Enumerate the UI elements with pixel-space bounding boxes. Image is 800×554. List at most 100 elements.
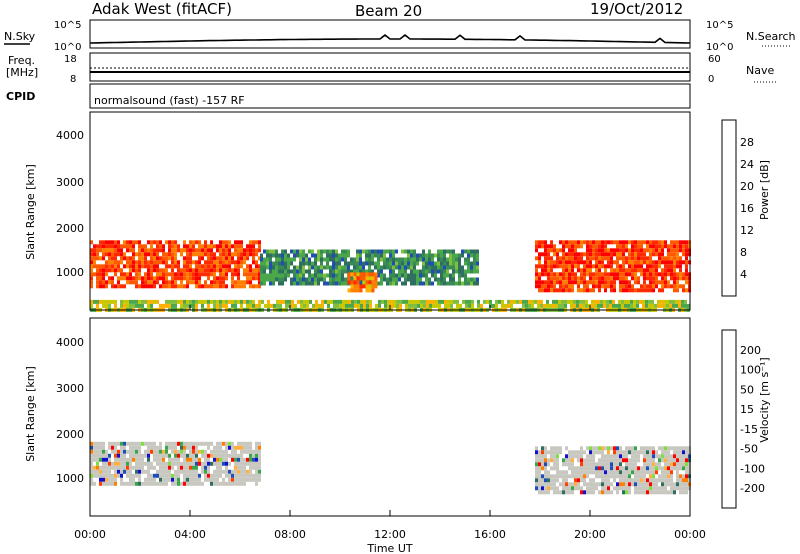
heatmap-cell bbox=[679, 462, 682, 467]
heatmap-cell bbox=[473, 261, 476, 266]
heatmap-cell bbox=[126, 264, 129, 269]
heatmap-cell bbox=[655, 264, 658, 269]
heatmap-cell bbox=[296, 281, 299, 286]
heatmap-cell bbox=[102, 449, 105, 454]
heatmap-cell bbox=[231, 303, 234, 308]
heatmap-cell bbox=[150, 473, 153, 478]
heatmap-cell bbox=[661, 454, 664, 459]
heatmap-cell bbox=[589, 276, 592, 281]
heatmap-cell bbox=[649, 252, 652, 257]
heatmap-cell bbox=[347, 272, 351, 277]
heatmap-cell bbox=[631, 284, 634, 289]
heatmap-cell bbox=[99, 276, 102, 281]
heatmap-cell bbox=[446, 261, 449, 266]
heatmap-cell bbox=[645, 303, 648, 308]
heatmap-cell bbox=[335, 269, 338, 274]
heatmap-cell bbox=[102, 244, 105, 249]
heatmap-cell bbox=[631, 260, 634, 265]
heatmap-cell bbox=[287, 253, 290, 258]
heatmap-cell bbox=[631, 272, 634, 277]
heatmap-cell bbox=[338, 269, 341, 274]
velocity-colorbar-label: Velocity [m s⁻¹] bbox=[758, 357, 771, 442]
heatmap-cell bbox=[111, 240, 114, 245]
heatmap-cell bbox=[625, 446, 628, 451]
heatmap-cell bbox=[213, 252, 216, 257]
heatmap-cell bbox=[231, 453, 234, 458]
heatmap-cell bbox=[658, 256, 661, 261]
heatmap-cell bbox=[359, 261, 362, 266]
heatmap-cell bbox=[676, 272, 679, 277]
heatmap-cell bbox=[269, 249, 272, 254]
heatmap-cell bbox=[658, 474, 661, 479]
heatmap-cell bbox=[607, 462, 610, 467]
heatmap-cell bbox=[204, 272, 207, 277]
heatmap-cell bbox=[550, 482, 553, 487]
heatmap-cell bbox=[345, 303, 348, 308]
heatmap-cell bbox=[405, 303, 408, 308]
heatmap-cell bbox=[664, 268, 667, 273]
heatmap-cell bbox=[300, 303, 303, 308]
heatmap-cell bbox=[192, 441, 195, 446]
heatmap-cell bbox=[180, 248, 183, 253]
heatmap-cell bbox=[320, 253, 323, 258]
heatmap-cell bbox=[589, 462, 592, 467]
heatmap-cell bbox=[284, 265, 287, 270]
heatmap-cell bbox=[571, 276, 574, 281]
heatmap-cell bbox=[186, 303, 189, 308]
heatmap-cell bbox=[413, 269, 416, 274]
heatmap-cell bbox=[646, 486, 649, 491]
heatmap-cell bbox=[616, 252, 619, 257]
heatmap-cell bbox=[272, 277, 275, 282]
heatmap-cell bbox=[105, 252, 108, 257]
heatmap-cell bbox=[366, 303, 369, 308]
heatmap-cell bbox=[308, 261, 311, 266]
heatmap-cell bbox=[129, 244, 132, 249]
heatmap-cell bbox=[589, 256, 592, 261]
heatmap-cell bbox=[213, 244, 216, 249]
heatmap-cell bbox=[174, 240, 177, 245]
heatmap-cell bbox=[646, 466, 649, 471]
heatmap-cell bbox=[207, 445, 210, 450]
heatmap-cell bbox=[637, 470, 640, 475]
heatmap-cell bbox=[153, 252, 156, 257]
heatmap-cell bbox=[565, 486, 568, 491]
heatmap-cell bbox=[359, 269, 362, 274]
heatmap-cell bbox=[147, 240, 150, 245]
heatmap-cell bbox=[243, 481, 246, 486]
heatmap-cell bbox=[625, 256, 628, 261]
heatmap-cell bbox=[476, 281, 479, 286]
heatmap-cell bbox=[228, 469, 231, 474]
heatmap-cell bbox=[269, 253, 272, 258]
heatmap-cell bbox=[299, 269, 302, 274]
heatmap-cell bbox=[192, 272, 195, 277]
heatmap-cell bbox=[666, 303, 669, 308]
power-ytick-4000: 4000 bbox=[56, 129, 84, 142]
heatmap-cell bbox=[639, 299, 642, 304]
heatmap-cell bbox=[580, 244, 583, 249]
heatmap-cell bbox=[619, 450, 622, 455]
heatmap-cell bbox=[476, 277, 479, 282]
heatmap-cell bbox=[676, 462, 679, 467]
heatmap-cell bbox=[371, 249, 374, 254]
heatmap-cell bbox=[616, 244, 619, 249]
heatmap-cell bbox=[159, 453, 162, 458]
heatmap-cell bbox=[619, 288, 622, 293]
heatmap-cell bbox=[528, 299, 531, 304]
heatmap-cell bbox=[159, 481, 162, 486]
heatmap-cell bbox=[679, 466, 682, 471]
heatmap-cell bbox=[622, 260, 625, 265]
heatmap-cell bbox=[260, 261, 263, 266]
heatmap-cell bbox=[293, 253, 296, 258]
heatmap-cell bbox=[673, 462, 676, 467]
heatmap-cell bbox=[195, 280, 198, 285]
heatmap-cell bbox=[192, 244, 195, 249]
heatmap-cell bbox=[225, 303, 228, 308]
heatmap-cell bbox=[637, 474, 640, 479]
heatmap-cell bbox=[99, 256, 102, 261]
heatmap-cell bbox=[577, 474, 580, 479]
heatmap-cell bbox=[150, 244, 153, 249]
heatmap-cell bbox=[357, 299, 360, 304]
heatmap-cell bbox=[368, 269, 371, 274]
heatmap-cell bbox=[676, 466, 679, 471]
heatmap-cell bbox=[664, 458, 667, 463]
